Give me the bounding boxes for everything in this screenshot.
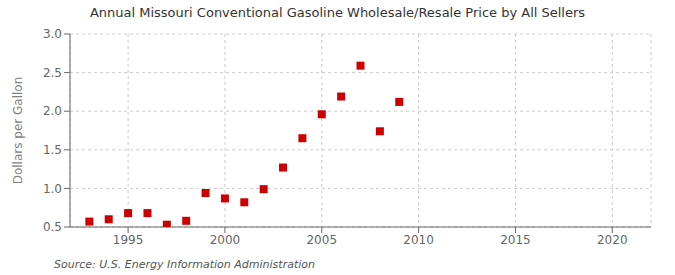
svg-text:Dollars per Gallon: Dollars per Gallon xyxy=(11,77,25,185)
svg-text:2.5: 2.5 xyxy=(43,66,62,80)
svg-text:2010: 2010 xyxy=(403,233,434,247)
html-text:Source: U.S. Energy Informatio: Source: U.S. Energy Information Administ… xyxy=(54,258,315,271)
svg-text:1.0: 1.0 xyxy=(43,182,62,196)
svg-text:2020: 2020 xyxy=(597,233,628,247)
svg-text:2000: 2000 xyxy=(210,233,241,247)
svg-text:2.0: 2.0 xyxy=(43,104,62,118)
svg-text:0.5: 0.5 xyxy=(43,220,62,234)
html-text:Annual Missouri Conventional G: Annual Missouri Conventional Gasoline Wh… xyxy=(89,5,586,20)
svg-text:3.0: 3.0 xyxy=(43,27,62,41)
svg-text:2015: 2015 xyxy=(500,233,531,247)
svg-text:2005: 2005 xyxy=(306,233,337,247)
svg-text:1995: 1995 xyxy=(113,233,144,247)
svg-text:1.5: 1.5 xyxy=(43,143,62,157)
